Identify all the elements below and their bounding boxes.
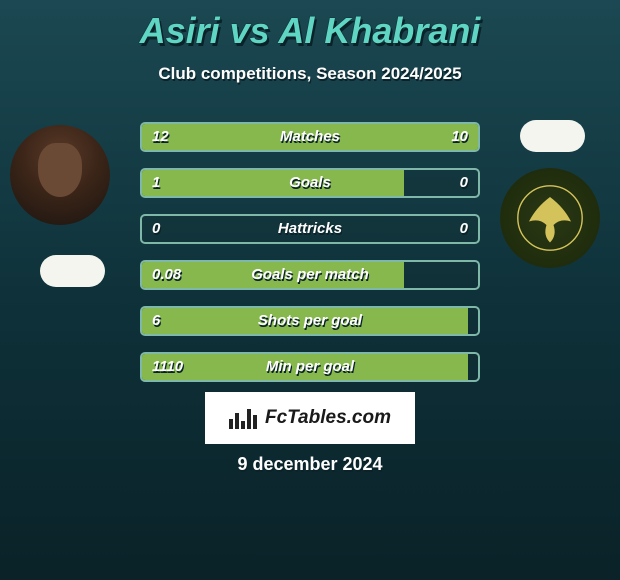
stat-row: 6Shots per goal [140, 306, 480, 336]
eagle-icon [515, 183, 585, 253]
stat-row: 00Hattricks [140, 214, 480, 244]
stat-row: 0.08Goals per match [140, 260, 480, 290]
player-left-flag [40, 255, 105, 287]
date-text: 9 december 2024 [0, 454, 620, 475]
stat-label: Hattricks [142, 216, 478, 242]
stat-label: Goals per match [142, 262, 478, 288]
stat-label: Min per goal [142, 354, 478, 380]
stat-row: 10Goals [140, 168, 480, 198]
player-right-badge [500, 168, 600, 268]
stat-label: Shots per goal [142, 308, 478, 334]
subtitle: Club competitions, Season 2024/2025 [0, 64, 620, 84]
logo-text: FcTables.com [265, 407, 391, 429]
player-left-avatar [10, 125, 110, 225]
player-right-flag [520, 120, 585, 152]
stat-label: Matches [142, 124, 478, 150]
stat-row: 1110Min per goal [140, 352, 480, 382]
chart-icon [229, 407, 257, 429]
fctables-logo: FcTables.com [205, 392, 415, 444]
stat-row: 1210Matches [140, 122, 480, 152]
stat-label: Goals [142, 170, 478, 196]
page-title: Asiri vs Al Khabrani [0, 0, 620, 52]
stats-container: 1210Matches 10Goals 00Hattricks 0.08Goals p… [140, 122, 480, 398]
